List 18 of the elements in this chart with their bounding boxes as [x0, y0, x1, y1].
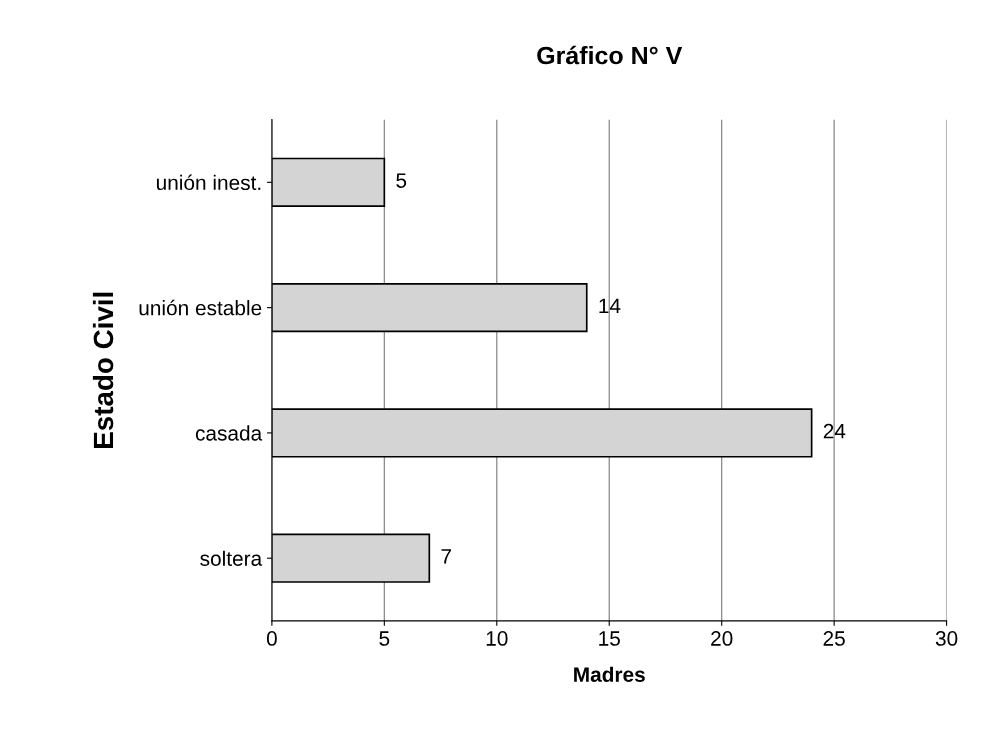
x-axis-title: Madres — [574, 666, 645, 682]
data-label: 7 — [441, 549, 451, 564]
data-label: 24 — [823, 423, 846, 439]
x-tick-label: 25 — [823, 631, 845, 646]
y-tick-label: casada — [195, 425, 263, 441]
data-label: 14 — [599, 298, 621, 313]
x-tick-label: 0 — [266, 631, 277, 646]
y-tick-label: soltera — [200, 550, 263, 566]
x-tick-label: 5 — [379, 631, 390, 646]
y-tick-label: unión estable — [139, 299, 262, 316]
data-label: 5 — [396, 173, 407, 188]
x-tick-label: 20 — [711, 631, 733, 646]
y-tick-label: unión inest. — [156, 174, 261, 191]
chart-title: Gráfico N° V — [537, 45, 683, 65]
x-tick-label: 30 — [935, 631, 958, 646]
y-axis-title: Estado Civil — [92, 292, 114, 448]
x-tick-label: 15 — [599, 631, 620, 646]
x-tick-label: 10 — [486, 631, 508, 646]
